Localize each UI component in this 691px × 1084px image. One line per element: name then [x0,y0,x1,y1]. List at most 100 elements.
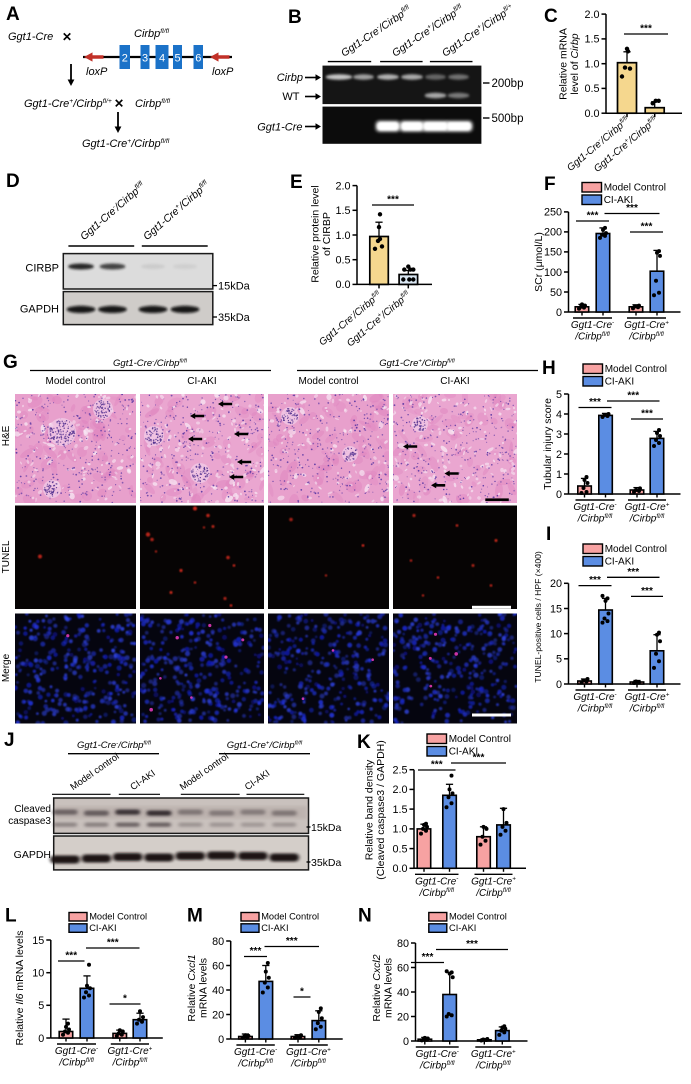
svg-text:***: *** [627,391,639,402]
svg-text:Ggt1-Cre+/Cirbpfl/fl: Ggt1-Cre+/Cirbpfl/fl [227,740,303,751]
svg-text:Relative Cxcl2: Relative Cxcl2 [371,954,383,1021]
svg-text:Ggt1-Cre+: Ggt1-Cre+ [286,1046,331,1058]
svg-text:/Cirbpfl/fl: /Cirbpfl/fl [419,1060,455,1072]
svg-text:***: *** [589,397,601,408]
svg-text:Ggt1-Cre-: Ggt1-Cre- [416,1048,459,1060]
svg-text:Model Control: Model Control [261,912,319,922]
svg-text:15kDa: 15kDa [218,281,251,293]
svg-text:of CIRBP: of CIRBP [321,212,333,256]
svg-text:35kDa: 35kDa [218,312,251,324]
svg-text:0.5: 0.5 [335,255,350,267]
svg-text:60: 60 [212,960,224,972]
svg-text:Relative Il6 mRNA levels: Relative Il6 mRNA levels [14,931,26,1046]
svg-text:CI-AKI: CI-AKI [604,195,633,206]
svg-text:/Cirbpfl/fl: /Cirbpfl/fl [628,331,664,343]
svg-text:150: 150 [544,247,562,259]
svg-text:Ggt1-Cre+: Ggt1-Cre+ [471,876,516,888]
svg-text:1.0: 1.0 [584,59,599,71]
svg-text:/Cirbpfl/fl: /Cirbpfl/fl [475,887,511,899]
svg-text:F: F [544,174,556,195]
svg-text:1.0: 1.0 [335,230,350,242]
svg-text:2.0: 2.0 [335,180,350,192]
svg-text:A: A [6,4,20,25]
svg-text:Ggt1-Cre: Ggt1-Cre [8,31,53,43]
svg-text:***: *** [589,575,601,586]
svg-text:I: I [546,524,551,545]
svg-text:Ggt1-Cre: Ggt1-Cre [257,122,302,134]
svg-text:CI-AKI: CI-AKI [449,923,476,933]
svg-text:***: *** [422,952,434,963]
svg-text:***: *** [65,951,77,962]
svg-text:Relative mRNA: Relative mRNA [557,28,569,100]
svg-text:M: M [187,906,203,927]
svg-text:10: 10 [550,628,562,640]
svg-text:5: 5 [556,389,562,401]
svg-text:Model Control: Model Control [605,364,667,375]
svg-text:***: *** [641,222,653,233]
svg-text:/Cirbpfl/fl: /Cirbpfl/fl [58,1057,94,1069]
svg-text:35kDa: 35kDa [311,857,342,869]
svg-text:H: H [542,358,556,379]
svg-text:Ggt1-Cre-: Ggt1-Cre- [415,876,458,888]
svg-text:Ggt1-Cre-: Ggt1-Cre- [55,1045,98,1057]
svg-text:2.0: 2.0 [392,784,407,796]
svg-text:15: 15 [550,603,562,615]
svg-text:Ggt1-Cre-/Cirbpfl/fl: Ggt1-Cre-/Cirbpfl/fl [77,740,152,751]
svg-text:CI-AKI: CI-AKI [187,376,216,387]
svg-text:Cleaved: Cleaved [14,804,51,815]
svg-text:/Cirbpfl/fl: /Cirbpfl/fl [418,887,454,899]
svg-text:CI-AKI: CI-AKI [261,923,288,933]
svg-text:/Cirbpfl/fl: /Cirbpfl/fl [574,331,610,343]
svg-text:/Cirbpfl/fl: /Cirbpfl/fl [112,1057,148,1069]
svg-text:50: 50 [550,287,562,299]
svg-text:***: *** [640,24,652,35]
svg-text:Model control: Model control [298,376,358,387]
svg-text:GAPDH: GAPDH [14,849,51,861]
svg-text:0.0: 0.0 [392,863,407,875]
svg-text:***: *** [473,753,485,764]
svg-text:15kDa: 15kDa [311,822,342,834]
svg-text:C: C [544,6,558,27]
svg-text:500bp: 500bp [492,113,524,125]
svg-text:200: 200 [544,227,562,239]
svg-text:***: *** [466,939,478,950]
svg-text:/Cirbpfl/fl: /Cirbpfl/fl [629,513,665,525]
svg-text:GAPDH: GAPDH [20,304,59,316]
svg-text:40: 40 [397,987,409,999]
svg-text:Ggt1-Cre+: Ggt1-Cre+ [108,1045,153,1057]
svg-text:/Cirbpfl/fl: /Cirbpfl/fl [475,1060,511,1072]
svg-text:2.5: 2.5 [392,765,407,777]
svg-text:Relative protein level: Relative protein level [309,185,321,282]
svg-text:Ggt1-Cre-/Cirbpfl/fl: Ggt1-Cre-/Cirbpfl/fl [113,358,188,369]
svg-text:Relative band density: Relative band density [363,759,375,860]
svg-text:mRNA levels: mRNA levels [382,958,394,1018]
svg-text:level of Cirbp: level of Cirbp [569,33,581,94]
svg-text:80: 80 [212,936,224,948]
svg-text:CI-AKI: CI-AKI [440,376,469,387]
svg-text:***: *** [641,409,653,420]
svg-text:15: 15 [32,935,44,947]
svg-text:✕: ✕ [62,30,72,44]
svg-text:4: 4 [159,53,165,65]
svg-text:***: *** [627,567,639,578]
svg-text:Model Control: Model Control [89,912,147,922]
svg-text:/Cirbpfl/fl: /Cirbpfl/fl [577,703,613,715]
svg-text:Ggt1-Cre+/Cirbpfl/+: Ggt1-Cre+/Cirbpfl/+ [24,98,112,110]
svg-text:0: 0 [38,1033,44,1045]
svg-text:Ggt1-Cre+: Ggt1-Cre+ [624,319,669,331]
svg-text:mRNA levels: mRNA levels [197,958,209,1018]
svg-text:0: 0 [556,489,562,501]
svg-text:K: K [357,732,371,753]
svg-text:Ggt1-Cre+/Cirbpfl/fl: Ggt1-Cre+/Cirbpfl/fl [82,138,170,150]
svg-text:Model Control: Model Control [605,544,667,555]
svg-text:0.5: 0.5 [584,83,599,95]
svg-text:20: 20 [212,1009,224,1021]
svg-text:*: * [123,994,127,1005]
svg-text:Ggt1-Cre+: Ggt1-Cre+ [471,1048,516,1060]
svg-text:Ggt1-Cre+: Ggt1-Cre+ [625,691,670,703]
svg-text:100: 100 [544,267,562,279]
svg-text:CI-AKI: CI-AKI [89,923,116,933]
svg-text:2: 2 [122,53,128,65]
svg-text:20: 20 [550,578,562,590]
svg-text:0.0: 0.0 [584,108,599,120]
